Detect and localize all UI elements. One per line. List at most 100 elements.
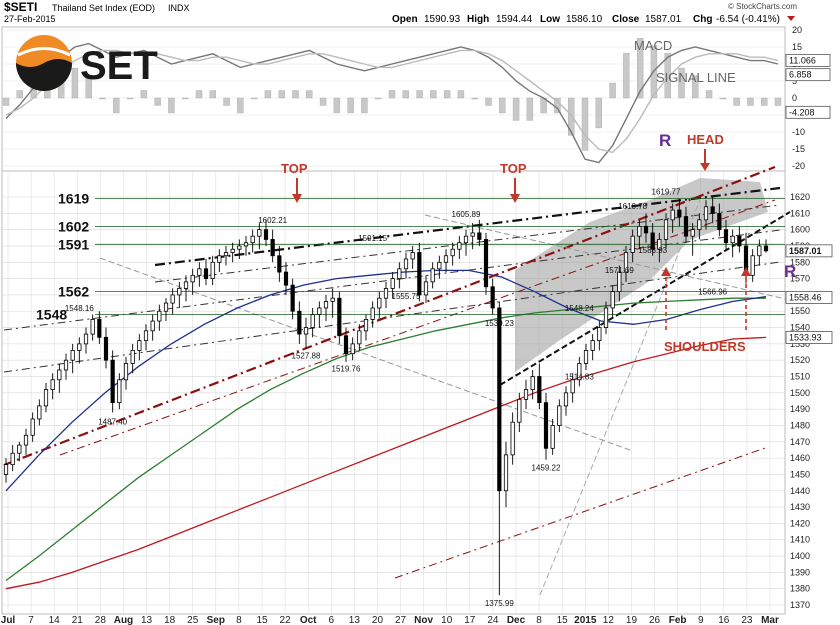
- resistance-marker-1: R: [659, 131, 671, 150]
- candle-body: [90, 318, 95, 335]
- candle-body: [690, 229, 695, 237]
- candle-body: [610, 291, 615, 309]
- candle: [357, 324, 362, 351]
- candle-body: [677, 209, 682, 217]
- candle-body: [417, 252, 422, 296]
- y-tick-label: 1500: [790, 388, 810, 398]
- x-tick-label: 21: [72, 615, 84, 625]
- logo-stripe-icon: [17, 47, 71, 57]
- price-label: 1602.21: [258, 216, 287, 225]
- macd-hist-bar: [747, 97, 754, 106]
- x-tick-label: 18: [164, 615, 176, 625]
- candle: [143, 324, 149, 351]
- candle: [530, 369, 535, 400]
- candle: [583, 343, 589, 370]
- candle-body: [370, 307, 375, 320]
- x-tick-label: 15: [557, 615, 569, 625]
- y-tick-label: 1440: [790, 486, 810, 496]
- candle-body: [10, 452, 15, 466]
- upper-channel-line-2: [154, 204, 781, 283]
- x-tick-label: Nov: [414, 615, 433, 625]
- candle-body: [303, 327, 309, 335]
- candle-body: [703, 206, 709, 221]
- macd-hist-bar: [692, 75, 699, 99]
- y-tick-label: 1480: [790, 420, 810, 430]
- support-resistance-levels: 1619 1602 1591 1562 1548: [36, 191, 785, 323]
- price-label: 1375.99: [485, 599, 514, 608]
- candle: [390, 272, 395, 299]
- candle-body: [343, 335, 349, 355]
- candle: [283, 262, 289, 295]
- candle-body: [577, 363, 582, 381]
- macd-value-tags: 11.066 6.858 -4.208: [785, 53, 831, 119]
- candle: [463, 229, 469, 256]
- candle: [470, 223, 475, 250]
- candle-body: [63, 359, 69, 371]
- candle-body: [583, 350, 589, 364]
- candle: [297, 301, 302, 344]
- macd-hist-bar: [388, 90, 396, 99]
- x-tick-label: 24: [487, 615, 499, 625]
- x-tick-label: 14: [49, 615, 61, 625]
- candle-body: [383, 287, 389, 299]
- price-tag-value: 1533.93: [789, 332, 822, 342]
- candle-body: [117, 379, 122, 404]
- y-tick-label: 1580: [790, 257, 810, 267]
- candle: [757, 239, 762, 266]
- price-label: 1566.96: [698, 288, 727, 297]
- y-tick-label: 1430: [790, 502, 810, 512]
- candle: [723, 219, 729, 250]
- price-label: 1555.75: [392, 292, 421, 301]
- candle-body: [250, 235, 255, 244]
- x-tick-label: 15: [256, 615, 268, 625]
- candle: [637, 219, 642, 250]
- price-label: 1605.89: [452, 210, 481, 219]
- y-tick-label: 1410: [790, 535, 810, 545]
- candle: [317, 301, 322, 328]
- candle: [150, 314, 155, 341]
- macd-hist-bar: [457, 90, 465, 99]
- x-tick-label: 19: [626, 615, 638, 625]
- candle: [697, 213, 702, 240]
- candle-body: [17, 444, 22, 454]
- down-arrow-icon: [787, 16, 795, 21]
- candle: [657, 232, 662, 263]
- price-label: 1548.24: [565, 304, 594, 313]
- candle: [63, 353, 69, 380]
- macd-hist-bar: [430, 90, 437, 99]
- y-tick-label: 1390: [790, 567, 810, 577]
- candle: [737, 226, 742, 253]
- resistance-marker-2: R: [784, 262, 796, 281]
- macd-hist-bar: [526, 97, 534, 121]
- open-value: 1590.93: [424, 14, 461, 25]
- candle: [410, 245, 415, 269]
- candle: [310, 307, 315, 338]
- price-panel-frame: [1, 170, 786, 615]
- candle-body: [390, 278, 395, 289]
- x-tick-label: Feb: [669, 615, 687, 625]
- price-label: 1459.22: [532, 463, 561, 472]
- date: 27-Feb-2015: [4, 14, 56, 24]
- price-label: 1519.76: [332, 365, 361, 374]
- candle-body: [477, 232, 482, 240]
- candle: [370, 301, 375, 328]
- candle-body: [157, 310, 162, 322]
- candle-body: [650, 232, 655, 250]
- high-label: High: [467, 14, 489, 25]
- lower-uptrend-line: [394, 447, 766, 579]
- candle: [117, 373, 122, 410]
- candle: [177, 281, 182, 308]
- macd-hist-bar: [168, 97, 175, 114]
- y-tick-label: 1510: [790, 372, 810, 382]
- candle-body: [57, 369, 62, 381]
- x-tick-label: Mar: [761, 615, 779, 625]
- candle: [617, 265, 622, 302]
- candle-body: [597, 327, 602, 342]
- candle-body: [723, 229, 729, 244]
- candle-body: [230, 248, 235, 253]
- candle: [690, 223, 695, 256]
- candle-body: [570, 379, 575, 394]
- candle: [217, 249, 222, 273]
- price-tag-box: [785, 331, 833, 344]
- symbol: $SETI: [4, 0, 37, 14]
